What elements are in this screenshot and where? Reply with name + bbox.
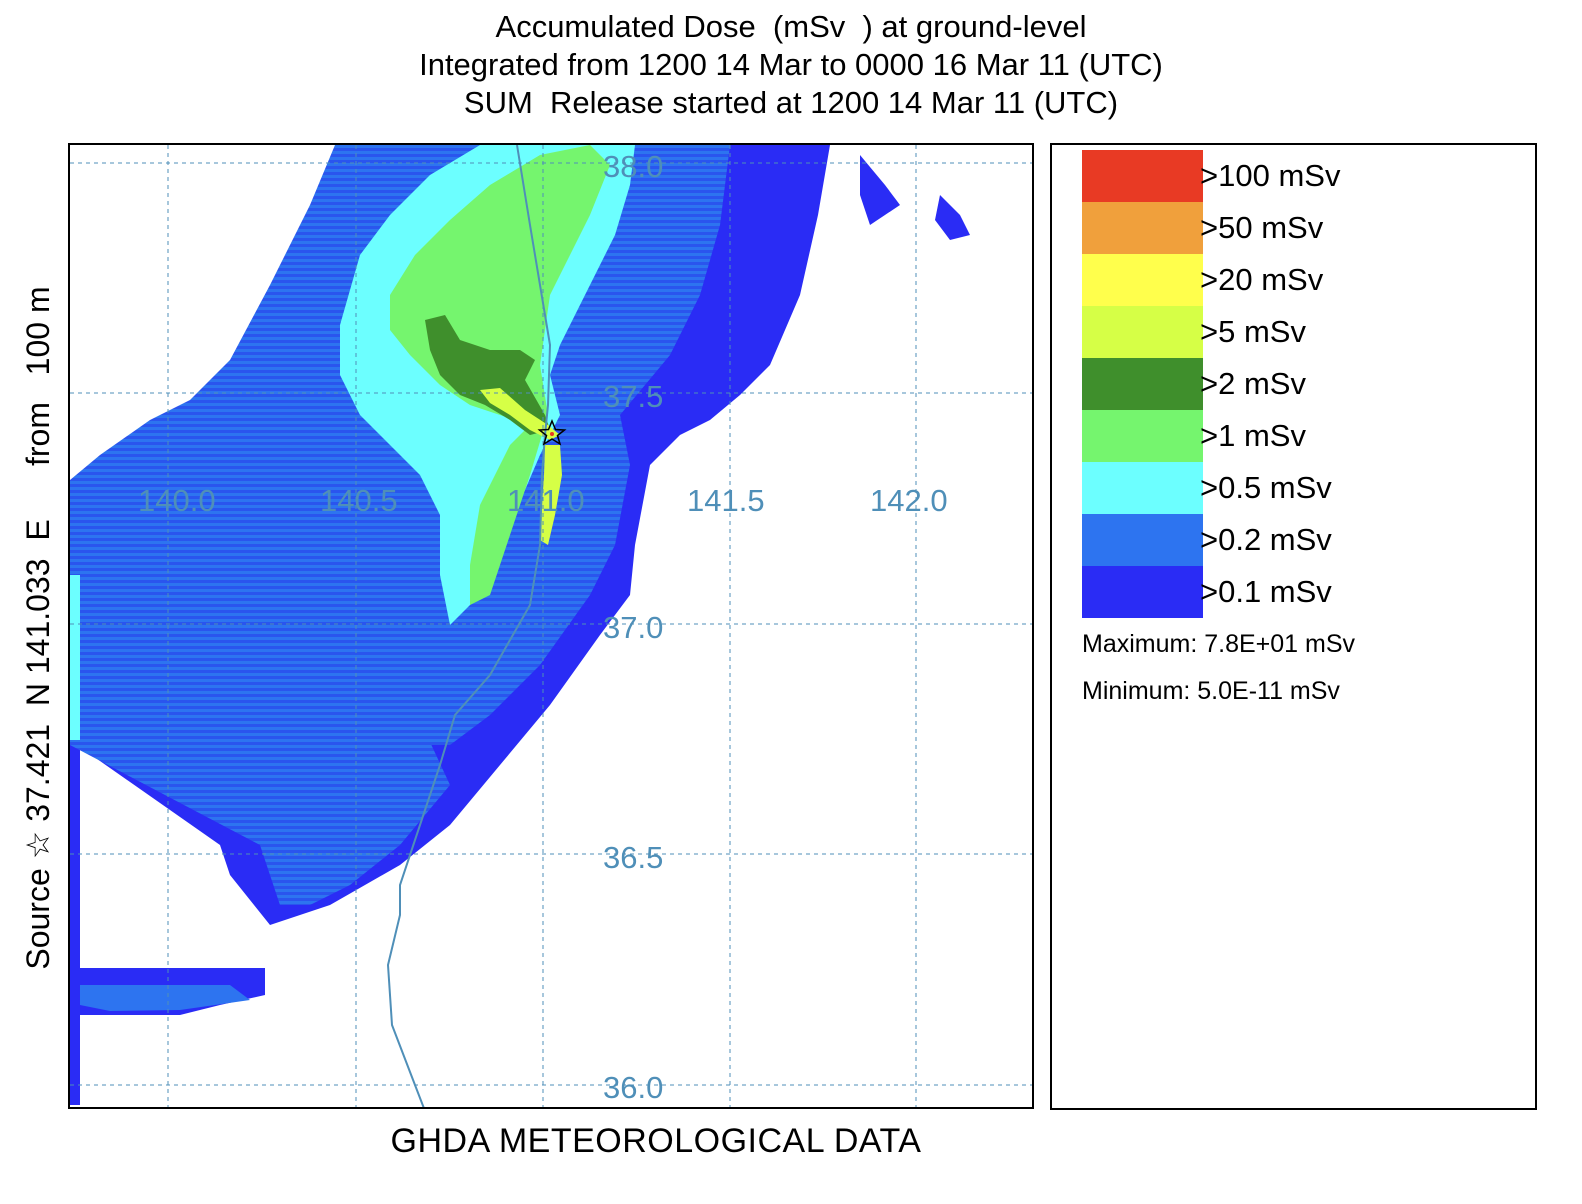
legend-swatch (1082, 150, 1203, 202)
legend-label: >20 mSv (1200, 262, 1324, 297)
legend-label: >2 mSv (1200, 366, 1306, 401)
lat-label-36.0: 36.0 (603, 1070, 663, 1105)
minimum-value: Minimum: 5.0E-11 mSv (1082, 677, 1340, 705)
legend-swatch (1082, 358, 1203, 410)
legend: >100 mSv >50 mSv >20 mSv >5 mSv >2 mSv >… (1050, 143, 1537, 1110)
lon-label-140.5: 140.5 (320, 483, 398, 518)
legend-item: >0.5 mSv (1082, 462, 1522, 514)
legend-item: >5 mSv (1082, 306, 1522, 358)
longitude-labels: 140.0 140.5 141.0 141.5 142.0 (138, 483, 948, 518)
plot-title: Accumulated Dose (mSv ) at ground-level … (0, 8, 1582, 122)
source-info-label: Source ☆ 37.421 N 141.033 E from 100 m (20, 286, 56, 970)
legend-label: >50 mSv (1200, 210, 1324, 245)
legend-item: >2 mSv (1082, 358, 1522, 410)
graticule (70, 145, 1032, 1107)
legend-item: >0.1 mSv (1082, 566, 1522, 618)
legend-swatch (1082, 306, 1203, 358)
legend-item: >100 mSv (1082, 150, 1522, 202)
legend-swatch (1082, 410, 1203, 462)
legend-item: >50 mSv (1082, 202, 1522, 254)
lat-label-37.5: 37.5 (603, 379, 663, 414)
legend-swatch (1082, 462, 1203, 514)
legend-item: >1 mSv (1082, 410, 1522, 462)
contour-5 (480, 388, 562, 545)
title-line-2: Integrated from 1200 14 Mar to 0000 16 M… (419, 47, 1163, 82)
lat-label-36.5: 36.5 (603, 840, 663, 875)
legend-label: >0.2 mSv (1200, 522, 1332, 557)
lon-label-142.0: 142.0 (870, 483, 948, 518)
legend-swatch (1082, 254, 1203, 306)
latitude-labels: 38.0 37.5 37.0 36.5 36.0 (603, 149, 663, 1105)
data-source-label: GHDA METEOROLOGICAL DATA (390, 1122, 922, 1160)
legend-swatch (1082, 514, 1203, 566)
lon-label-141.0: 141.0 (507, 483, 585, 518)
lon-label-140.0: 140.0 (138, 483, 216, 518)
lat-label-37.0: 37.0 (603, 610, 663, 645)
maximum-value: Maximum: 7.8E+01 mSv (1082, 630, 1356, 658)
legend-swatch (1082, 202, 1203, 254)
star-icon (537, 419, 567, 446)
legend-label: >0.5 mSv (1200, 470, 1332, 505)
legend-item: >0.2 mSv (1082, 514, 1522, 566)
legend-label: >0.1 mSv (1200, 574, 1332, 609)
coastline (386, 145, 552, 1107)
lon-label-141.5: 141.5 (687, 483, 765, 518)
legend-label: >1 mSv (1200, 418, 1306, 453)
lat-label-38.0: 38.0 (603, 149, 663, 184)
title-line-3: SUM Release started at 1200 14 Mar 11 (U… (463, 85, 1119, 120)
dose-map: 140.0 140.5 141.0 141.5 142.0 38.0 37.5 … (68, 143, 1034, 1109)
legend-label: >5 mSv (1200, 314, 1306, 349)
legend-item: >20 mSv (1082, 254, 1522, 306)
legend-label: >100 mSv (1200, 158, 1341, 193)
title-line-1: Accumulated Dose (mSv ) at ground-level (495, 9, 1087, 44)
legend-swatch (1082, 566, 1203, 618)
dose-map-canvas: 140.0 140.5 141.0 141.5 142.0 38.0 37.5 … (70, 145, 1032, 1107)
